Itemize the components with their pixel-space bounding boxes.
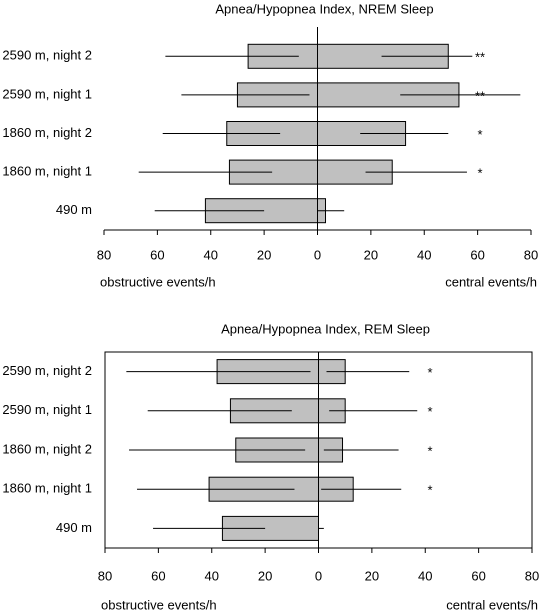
significance-mark: *: [477, 166, 482, 181]
x-tick-label: 60: [471, 568, 485, 583]
significance-mark: **: [475, 50, 485, 65]
x-axis-label: central events/h: [445, 274, 537, 289]
x-tick-label: 40: [205, 568, 219, 583]
x-axis-label: central events/h: [446, 597, 538, 612]
chart-title: Apnea/Hypopnea Index, REM Sleep: [221, 321, 430, 336]
x-tick-label: 60: [470, 247, 484, 262]
x-tick-label: 20: [364, 247, 378, 262]
x-tick-label: 80: [524, 247, 538, 262]
category-label: 1860 m, night 1: [2, 481, 92, 496]
x-tick-label: 0: [315, 568, 322, 583]
category-label: 2590 m, night 2: [2, 48, 92, 63]
x-tick-label: 60: [151, 568, 165, 583]
x-tick-label: 40: [417, 247, 431, 262]
category-label: 1860 m, night 1: [2, 164, 92, 179]
x-tick-label: 20: [258, 568, 272, 583]
x-tick-label: 20: [365, 568, 379, 583]
category-label: 1860 m, night 2: [2, 125, 92, 140]
x-tick-label: 80: [98, 568, 112, 583]
x-tick-label: 40: [204, 247, 218, 262]
category-label: 2590 m, night 1: [2, 86, 92, 101]
category-label: 1860 m, night 2: [2, 441, 92, 456]
category-label: 2590 m, night 2: [2, 363, 92, 378]
x-axis-label: obstructive events/h: [100, 274, 216, 289]
x-tick-label: 20: [257, 247, 271, 262]
x-tick-label: 80: [97, 247, 111, 262]
x-tick-label: 60: [150, 247, 164, 262]
category-label: 490 m: [56, 520, 92, 535]
significance-mark: *: [427, 443, 432, 458]
significance-mark: *: [427, 365, 432, 380]
significance-mark: *: [427, 483, 432, 498]
category-label: 490 m: [56, 202, 92, 217]
significance-mark: *: [427, 404, 432, 419]
x-axis-label: obstructive events/h: [101, 597, 217, 612]
significance-mark: **: [475, 88, 485, 103]
chart-title: Apnea/Hypopnea Index, NREM Sleep: [215, 1, 433, 16]
significance-mark: *: [477, 127, 482, 142]
x-tick-label: 80: [525, 568, 539, 583]
x-tick-label: 0: [314, 247, 321, 262]
category-label: 2590 m, night 1: [2, 402, 92, 417]
x-tick-label: 40: [418, 568, 432, 583]
